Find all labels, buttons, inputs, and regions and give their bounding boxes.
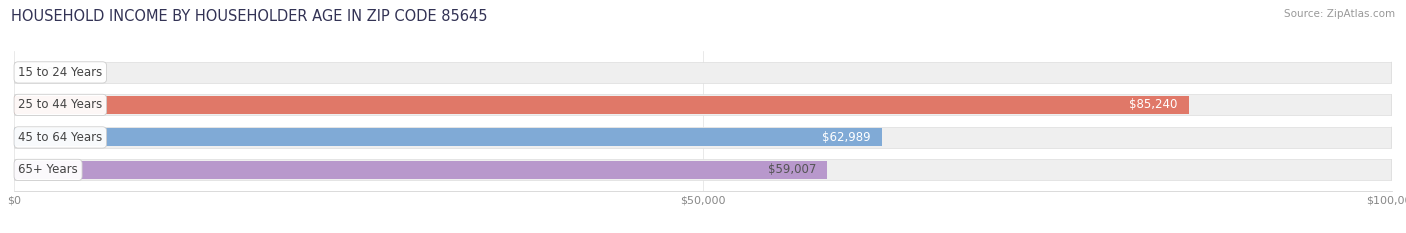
Text: 45 to 64 Years: 45 to 64 Years: [18, 131, 103, 144]
Bar: [14, 94, 1392, 116]
Text: HOUSEHOLD INCOME BY HOUSEHOLDER AGE IN ZIP CODE 85645: HOUSEHOLD INCOME BY HOUSEHOLDER AGE IN Z…: [11, 9, 488, 24]
Bar: [14, 62, 1392, 83]
Bar: [14, 161, 827, 179]
Text: $85,240: $85,240: [1129, 98, 1178, 111]
Text: $62,989: $62,989: [823, 131, 870, 144]
Text: $0: $0: [39, 66, 53, 79]
Text: 25 to 44 Years: 25 to 44 Years: [18, 98, 103, 111]
Text: 65+ Years: 65+ Years: [18, 163, 77, 176]
Bar: [14, 127, 1392, 148]
Text: Source: ZipAtlas.com: Source: ZipAtlas.com: [1284, 9, 1395, 19]
Bar: [14, 128, 882, 146]
Bar: [14, 96, 1188, 114]
Bar: [14, 159, 1392, 181]
Text: $59,007: $59,007: [768, 163, 815, 176]
Text: 15 to 24 Years: 15 to 24 Years: [18, 66, 103, 79]
